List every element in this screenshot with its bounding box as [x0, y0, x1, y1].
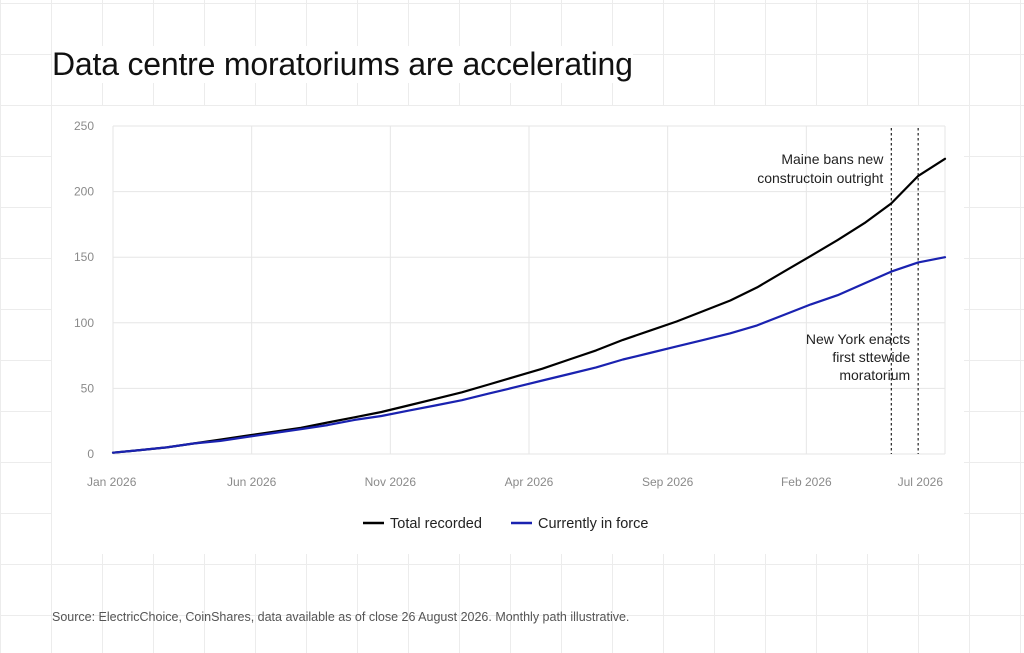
annotation-text: constructoin outright: [757, 170, 883, 186]
y-tick-label: 150: [74, 250, 94, 264]
legend: Total recorded Currently in force: [363, 516, 648, 532]
annotation-text: Maine bans new: [781, 151, 884, 167]
series-lines: [111, 157, 947, 454]
x-tick-label: Apr 2026: [505, 475, 554, 489]
annotation-text: New York enacts: [806, 331, 910, 347]
y-axis-ticks: 0 50 100 150 200 250: [74, 119, 94, 461]
series-line-1: [111, 256, 947, 454]
legend-label: Total recorded: [390, 516, 482, 532]
annotation-lines: [890, 128, 919, 454]
x-tick-label: Sep 2026: [642, 475, 694, 489]
x-tick-label: Jan 2026: [87, 475, 137, 489]
source-note: Source: ElectricChoice, CoinShares, data…: [52, 610, 630, 624]
chart-grid: [112, 125, 946, 455]
x-tick-label: Jul 2026: [898, 475, 944, 489]
x-tick-label: Feb 2026: [781, 475, 832, 489]
y-tick-label: 100: [74, 316, 94, 330]
x-tick-label: Nov 2026: [365, 475, 417, 489]
chart-title: Data centre moratoriums are accelerating: [52, 46, 633, 83]
y-tick-label: 250: [74, 119, 94, 133]
annotation-text: moratorium: [839, 367, 910, 383]
annotations: Maine bans new constructoin outright New Y…: [757, 151, 910, 383]
legend-label: Currently in force: [538, 516, 648, 532]
y-tick-label: 50: [81, 381, 95, 395]
y-tick-label: 0: [87, 447, 94, 461]
chart-card: [52, 106, 964, 554]
annotation-text: first sttewide: [832, 349, 910, 365]
y-tick-label: 200: [74, 185, 94, 199]
series-line-0: [111, 157, 947, 454]
x-tick-label: Jun 2026: [227, 475, 277, 489]
x-axis-ticks: Jan 2026 Jun 2026 Nov 2026 Apr 2026 Sep 2026…: [87, 475, 943, 489]
